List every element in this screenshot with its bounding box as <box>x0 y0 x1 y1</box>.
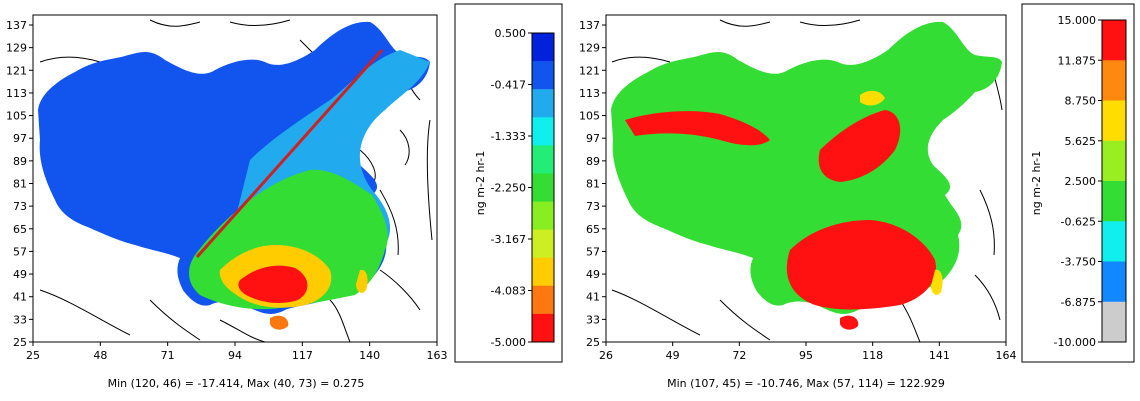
map-1-x-tick-label: 25 <box>26 349 40 362</box>
map-1-y-tick-label: 41 <box>13 291 27 304</box>
colorbar-1-tick-label: -3.167 <box>491 233 526 246</box>
map-1-y-tick-label: 97 <box>13 132 27 145</box>
map-2-y-tick-label: 81 <box>586 178 600 191</box>
map-2-x-tick-label: 118 <box>862 349 883 362</box>
colorbar-2-swatch <box>1102 221 1126 262</box>
map-1-y-tick-label: 137 <box>6 19 27 32</box>
colorbar-1-swatch <box>532 61 554 90</box>
map-2-x-tick-label: 49 <box>666 349 680 362</box>
map-1-y-tick-label: 65 <box>13 223 27 236</box>
colorbar-2: 15.000 11.875 8.750 5.625 2.500 -0.625 -3.750 -… <box>1021 3 1135 363</box>
map-1-y-tick-label: 81 <box>13 178 27 191</box>
map-1-x-tick-label: 163 <box>427 349 448 362</box>
colorbar-1-tick-label: -0.417 <box>491 79 526 92</box>
map-1-y-tick-label: 33 <box>13 313 27 326</box>
colorbar-1-swatch <box>532 313 554 343</box>
map-2-stats: Min (107, 45) = -10.746, Max (57, 114) =… <box>667 377 945 390</box>
map-2-y-tick-label: 89 <box>586 155 600 168</box>
colorbar-2-swatch <box>1102 301 1126 343</box>
colorbar-1-tick-label: 0.500 <box>495 27 527 40</box>
map-2-y-tick-label: 25 <box>586 336 600 349</box>
colorbar-1-tick-label: -4.083 <box>491 285 526 298</box>
map-2-y-tick-label: 65 <box>586 223 600 236</box>
map-1-y-tick-label: 25 <box>13 336 27 349</box>
colorbar-2-tick-label: -3.750 <box>1061 256 1096 269</box>
map-2-x-tick-label: 141 <box>929 349 950 362</box>
map-1-y-tick-label: 129 <box>6 42 27 55</box>
map-2-x-tick-label: 72 <box>732 349 746 362</box>
colorbar-2-tick-label: 2.500 <box>1065 175 1097 188</box>
map-2-y-tick-label: 49 <box>586 268 600 281</box>
map-2-y-tick-label: 137 <box>579 19 600 32</box>
map-2-y-tick-label: 41 <box>586 291 600 304</box>
map-1-stats: Min (120, 46) = -17.414, Max (40, 73) = … <box>108 377 365 390</box>
map-2-y-tick-label: 97 <box>586 132 600 145</box>
colorbar-2-swatch <box>1102 181 1126 222</box>
map-1-y-tick-label: 121 <box>6 64 27 77</box>
map-1-y-tick-label: 73 <box>13 200 27 213</box>
colorbar-1-tick-label: -1.333 <box>491 130 526 143</box>
map-2-y-tick-label: 57 <box>586 245 600 258</box>
colorbar-1-swatch <box>532 117 554 146</box>
colorbar-2-tick-label: -6.875 <box>1061 296 1096 309</box>
colorbar-1-tick-label: -5.000 <box>491 336 526 349</box>
map-1-x-tick-label: 48 <box>93 349 107 362</box>
colorbar-2-swatch <box>1102 140 1126 182</box>
map-1-y-tick-label: 49 <box>13 268 27 281</box>
map-panel-2: 26 49 72 95 118 141 164 137 129 121 113 105 97 89 81 73… <box>579 14 1017 390</box>
transect-line <box>195 49 384 258</box>
colorbar-2-tick-label: 8.750 <box>1065 95 1097 108</box>
map-1-x-tick-label: 71 <box>161 349 175 362</box>
colorbar-1: 0.500 -0.417 -1.333 -2.250 -3.167 -4.083 -5.00… <box>454 3 563 363</box>
map-1-y-tick-label: 105 <box>6 110 27 123</box>
colorbar-1-tick-label: -2.250 <box>491 182 526 195</box>
colorbar-2-tick-label: 15.000 <box>1058 14 1097 27</box>
colorbar-2-swatch <box>1102 100 1126 142</box>
map-2-y-tick-label: 121 <box>579 64 600 77</box>
colorbar-1-unit: ng m-2 hr-1 <box>474 151 487 215</box>
map-2-y-tick-label: 105 <box>579 110 600 123</box>
map-2-y-tick-label: 33 <box>586 313 600 326</box>
map-1-x-tick-label: 140 <box>359 349 380 362</box>
map-1-y-tick-label: 89 <box>13 155 27 168</box>
colorbar-1-swatch <box>532 229 554 259</box>
colorbar-1-swatch <box>532 33 554 62</box>
colorbar-1-swatch <box>532 145 554 174</box>
map-panel-1: 25 48 71 94 117 140 163 137 129 121 113 105 97 89 81 73… <box>6 14 448 390</box>
map-2-y-tick-label: 113 <box>579 87 600 100</box>
colorbar-1-swatch <box>532 285 554 315</box>
map-1-y-tick-label: 57 <box>13 245 27 258</box>
map-1-x-tick-label: 94 <box>228 349 242 362</box>
colorbar-2-unit: ng m-2 hr-1 <box>1030 151 1043 215</box>
map-2-x-tick-label: 26 <box>599 349 613 362</box>
map-2-y-tick-label: 129 <box>579 42 600 55</box>
colorbar-2-swatch <box>1102 261 1126 303</box>
colorbar-2-tick-label: 11.875 <box>1058 54 1097 67</box>
colorbar-2-tick-label: -0.625 <box>1061 215 1096 228</box>
colorbar-2-tick-label: -10.000 <box>1054 336 1096 349</box>
colorbar-1-swatch <box>532 173 554 203</box>
colorbar-2-swatch <box>1102 60 1126 101</box>
map-2-x-tick-label: 164 <box>996 349 1017 362</box>
colorbar-1-swatch <box>532 89 554 118</box>
colorbar-1-swatch <box>532 257 554 287</box>
colorbar-2-tick-label: 5.625 <box>1065 135 1097 148</box>
map-2-x-tick-label: 95 <box>799 349 813 362</box>
map-1-y-tick-label: 113 <box>6 87 27 100</box>
colorbar-2-swatch <box>1102 20 1126 61</box>
colorbar-1-swatch <box>532 201 554 231</box>
map-1-x-tick-label: 117 <box>292 349 313 362</box>
map-2-y-tick-label: 73 <box>586 200 600 213</box>
